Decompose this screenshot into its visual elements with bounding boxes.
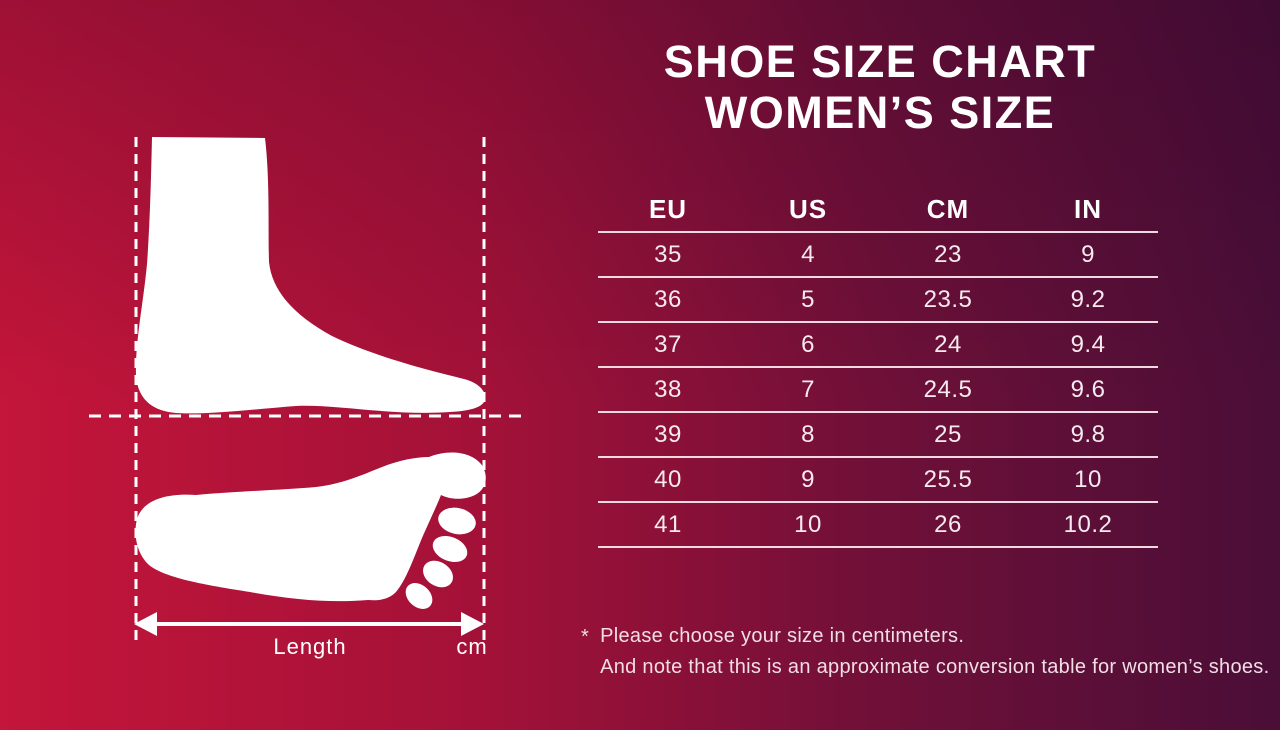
length-arrow-icon <box>134 612 484 636</box>
size-cell: 26 <box>934 510 962 538</box>
size-cell: 41 <box>654 510 682 538</box>
size-cell: 23 <box>934 240 962 268</box>
size-cell: 6 <box>801 330 815 358</box>
size-cell: 38 <box>654 375 682 403</box>
table-row: 38 7 24.5 9.6 <box>598 368 1158 413</box>
size-cell: 39 <box>654 420 682 448</box>
footnote-line2: And note that this is an approximate con… <box>600 656 1270 678</box>
toe-icon <box>405 583 433 609</box>
toe-icon <box>432 535 468 563</box>
size-cell: 10.2 <box>1063 510 1113 538</box>
size-cell: 25 <box>934 420 962 448</box>
size-table: EU US CM IN 35 4 23 9 36 5 23.5 9.2 37 6… <box>598 188 1158 548</box>
size-cell: 9 <box>1081 240 1095 268</box>
table-row: 39 8 25 9.8 <box>598 413 1158 458</box>
footnote-text: Please choose your size in centimeters. … <box>600 621 1269 683</box>
size-cell: 9.6 <box>1070 375 1106 403</box>
size-cell: 4 <box>801 240 815 268</box>
table-row: 35 4 23 9 <box>598 233 1158 278</box>
header-cell-eu: EU <box>648 194 688 224</box>
table-row: 36 5 23.5 9.2 <box>598 278 1158 323</box>
toe-icon <box>438 507 476 535</box>
foot-side-icon <box>135 137 486 414</box>
size-cell: 35 <box>654 240 682 268</box>
size-cell: 23.5 <box>923 285 973 313</box>
size-cell: 9.2 <box>1070 285 1106 313</box>
size-cell: 24.5 <box>923 375 973 403</box>
table-row: 41 10 26 10.2 <box>598 503 1158 548</box>
size-cell: 37 <box>654 330 682 358</box>
size-cell: 25.5 <box>923 465 973 493</box>
header-cell-in: IN <box>1074 194 1102 224</box>
header-cell-us: US <box>788 194 828 224</box>
page-title-line1: SHOE SIZE CHART <box>663 36 1097 87</box>
size-cell: 40 <box>654 465 682 493</box>
size-cell: 36 <box>654 285 682 313</box>
table-header-row: EU US CM IN <box>598 188 1158 233</box>
size-cell: 24 <box>934 330 962 358</box>
toe-icon <box>423 560 453 588</box>
size-cell: 9.4 <box>1070 330 1106 358</box>
footnote-marker: * <box>581 626 590 648</box>
page-title-line2: WOMEN’S SIZE <box>704 87 1056 138</box>
length-label: Length <box>273 634 347 659</box>
size-cell: 8 <box>801 420 815 448</box>
page-title: SHOE SIZE CHART WOMEN’S SIZE <box>560 36 1200 138</box>
size-cell: 7 <box>801 375 815 403</box>
footnote: * Please choose your size in centimeters… <box>581 621 1271 683</box>
foot-measurement-diagram <box>89 137 524 640</box>
cm-unit-label: cm <box>456 634 488 659</box>
size-cell: 10 <box>794 510 822 538</box>
header-cell-cm: CM <box>926 194 970 224</box>
table-row: 40 9 25.5 10 <box>598 458 1158 503</box>
size-cell: 10 <box>1074 465 1102 493</box>
table-row: 37 6 24 9.4 <box>598 323 1158 368</box>
footnote-line1: Please choose your size in centimeters. <box>600 625 965 647</box>
size-cell: 5 <box>801 285 815 313</box>
footprint-icon <box>135 452 486 602</box>
size-cell: 9.8 <box>1070 420 1106 448</box>
size-cell: 9 <box>801 465 815 493</box>
